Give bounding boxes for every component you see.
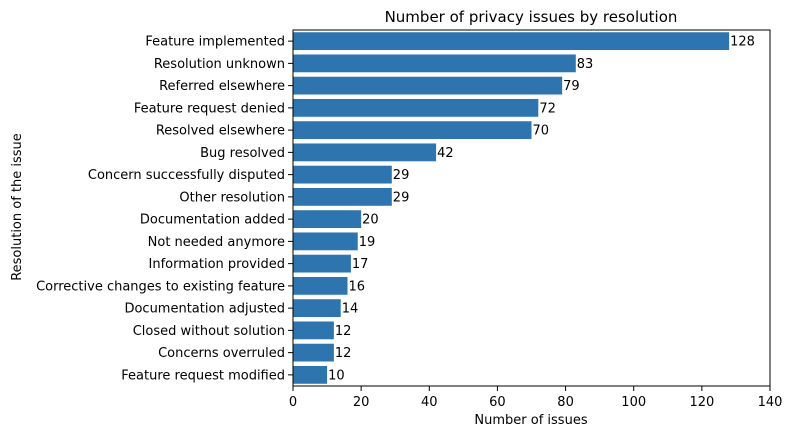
data-label: 14 xyxy=(342,302,359,317)
data-label: 79 xyxy=(563,79,580,94)
y-tick-label: Concern successfully disputed xyxy=(88,168,285,183)
x-tick-label: 140 xyxy=(758,395,783,410)
y-tick-label: Concerns overruled xyxy=(158,346,285,361)
y-tick-label: Bug resolved xyxy=(200,146,285,161)
bar xyxy=(293,276,348,295)
bar xyxy=(293,76,563,95)
data-label: 20 xyxy=(362,213,379,228)
y-tick-label: Feature request modified xyxy=(121,368,285,383)
x-tick-label: 20 xyxy=(353,395,370,410)
data-label: 42 xyxy=(437,146,454,161)
y-tick-label: Information provided xyxy=(149,257,285,272)
y-tick-label: Referred elsewhere xyxy=(159,79,285,94)
x-tick-label: 80 xyxy=(557,395,574,410)
x-tick-label: 120 xyxy=(689,395,714,410)
bar xyxy=(293,54,576,73)
chart-title: Number of privacy issues by resolution xyxy=(385,8,678,26)
y-tick-label: Not needed anymore xyxy=(148,235,285,250)
y-tick-label: Documentation adjusted xyxy=(124,302,285,317)
y-axis-label: Resolution of the issue xyxy=(10,133,25,281)
bar xyxy=(293,121,532,140)
x-axis-label: Number of issues xyxy=(474,413,587,428)
bar xyxy=(293,165,392,184)
y-tick-label: Feature implemented xyxy=(145,35,285,50)
y-tick-label: Feature request denied xyxy=(134,101,285,116)
plot-frame xyxy=(292,29,771,387)
y-tick-label: Documentation added xyxy=(140,213,285,228)
bar xyxy=(293,343,334,362)
y-tick-label: Other resolution xyxy=(179,190,285,205)
data-label: 83 xyxy=(577,57,594,72)
data-label: 70 xyxy=(533,124,550,139)
data-label: 19 xyxy=(359,235,376,250)
x-tick-label: 0 xyxy=(289,395,297,410)
data-label: 72 xyxy=(539,101,556,116)
bar xyxy=(293,365,328,384)
data-label: 128 xyxy=(730,35,755,50)
bar xyxy=(293,143,437,162)
y-tick-label: Resolved elsewhere xyxy=(156,124,285,139)
bar xyxy=(293,321,334,340)
y-tick-label: Corrective changes to existing feature xyxy=(36,279,285,294)
bar xyxy=(293,254,351,273)
bar xyxy=(293,210,362,229)
data-label: 29 xyxy=(393,190,410,205)
data-label: 12 xyxy=(335,324,352,339)
y-tick-labels: Feature implemented Resolution unknown Ref… xyxy=(36,35,293,383)
x-tick-label: 100 xyxy=(621,395,646,410)
data-label: 10 xyxy=(328,368,345,383)
data-label: 12 xyxy=(335,346,352,361)
data-labels: 128 83 79 72 70 42 29 29 20 19 17 16 14 12 12 10 xyxy=(328,35,755,384)
bar xyxy=(293,32,730,51)
y-tick-label: Resolution unknown xyxy=(154,57,285,72)
data-label: 17 xyxy=(352,257,369,272)
bar xyxy=(293,187,392,206)
bar xyxy=(293,232,358,251)
x-tick-label: 60 xyxy=(489,395,506,410)
bar xyxy=(293,98,539,117)
bar xyxy=(293,299,341,318)
x-tick-label: 40 xyxy=(421,395,438,410)
y-tick-label: Closed without solution xyxy=(133,324,285,339)
data-label: 16 xyxy=(349,279,366,294)
x-ticks: 0 20 40 60 80 100 120 140 xyxy=(289,386,783,410)
bars-group xyxy=(293,32,730,384)
data-label: 29 xyxy=(393,168,410,183)
